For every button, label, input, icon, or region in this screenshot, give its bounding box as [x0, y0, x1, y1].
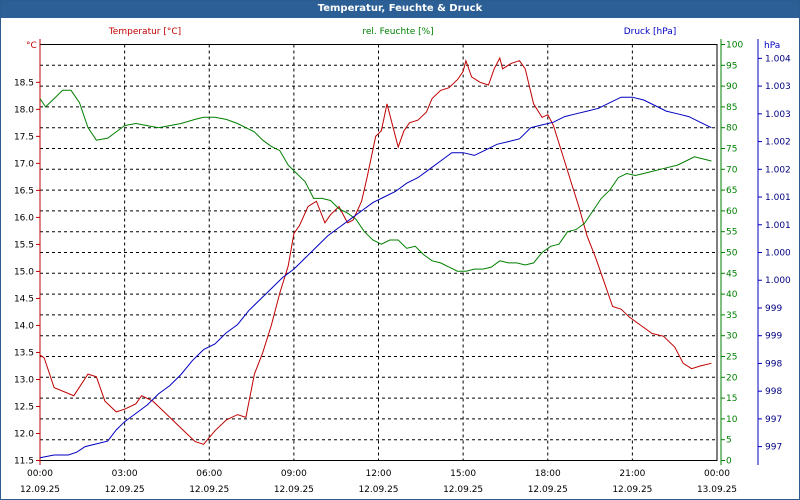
pressure-tick-label: 1.002	[765, 165, 791, 175]
pressure-tick-label: 1.002	[765, 138, 791, 148]
x-tick-date: 12.09.25	[20, 485, 60, 495]
pressure-tick-label: 997	[765, 415, 782, 425]
pressure-tick-label: 1.001	[765, 221, 791, 231]
humidity-tick-label: 35	[726, 311, 737, 321]
temperature-tick-label: 13.0	[14, 375, 34, 385]
pressure-tick-label: 1.000	[765, 249, 791, 259]
humidity-tick-label: 30	[726, 332, 738, 342]
humidity-tick-label: 90	[726, 82, 738, 92]
humidity-tick-label: 50	[726, 249, 738, 259]
humidity-tick-label: 40	[726, 290, 738, 300]
temperature-tick-label: 14.0	[14, 321, 34, 331]
humidity-tick-label: 0	[726, 457, 732, 467]
x-tick-time: 00:00	[27, 469, 53, 479]
title-bar: Temperatur, Feuchte & Druck	[1, 1, 799, 18]
pressure-series-line	[39, 96, 712, 459]
humidity-tick-label: 75	[726, 145, 737, 155]
temperature-series-line	[39, 56, 712, 445]
temperature-tick-label: 16.5	[14, 186, 34, 196]
x-tick-date: 12.09.25	[274, 485, 314, 495]
temperature-tick-label: 17.5	[14, 132, 34, 142]
x-tick-date: 13.09.25	[697, 485, 737, 495]
temperature-tick-label: 15.5	[14, 240, 34, 250]
humidity-series-line	[39, 89, 712, 272]
humidity-tick-label: 80	[726, 124, 738, 134]
humidity-tick-label: 45	[726, 269, 737, 279]
pressure-unit: hPa	[764, 41, 780, 51]
humidity-tick-label: 25	[726, 353, 737, 363]
temperature-tick-label: 18.5	[14, 78, 34, 88]
x-tick-time: 21:00	[619, 469, 645, 479]
humidity-tick-label: 5	[726, 436, 732, 446]
humidity-tick-label: 95	[726, 61, 737, 71]
x-tick-date: 12.09.25	[189, 485, 229, 495]
humidity-tick-label: 100	[726, 41, 743, 51]
x-tick-time: 09:00	[281, 469, 307, 479]
humidity-tick-label: 55	[726, 228, 737, 238]
temperature-tick-label: 14.5	[14, 294, 34, 304]
x-tick-date: 12.09.25	[612, 485, 652, 495]
data-series	[39, 56, 712, 459]
humidity-tick-label: 10	[726, 415, 738, 425]
humidity-tick-label: 60	[726, 207, 738, 217]
x-tick-date: 12.09.25	[105, 485, 145, 495]
humidity-tick-label: 15	[726, 394, 737, 404]
pressure-tick-label: 997	[765, 443, 782, 453]
temperature-tick-label: 12.0	[14, 429, 34, 439]
grid	[40, 44, 717, 461]
axis-ticks: 00:00 12.09.25 03:00 12.09.25 06:00 12.09.25 0…	[14, 41, 791, 496]
humidity-axis-label: rel. Feuchte [%]	[362, 27, 433, 37]
x-tick-time: 18:00	[535, 469, 561, 479]
pressure-tick-label: 1.003	[765, 82, 791, 92]
chart-title: Temperatur, Feuchte & Druck	[317, 3, 483, 14]
temperature-axis-label: Temperatur [°C]	[108, 27, 181, 37]
pressure-tick-label: 998	[765, 387, 782, 397]
humidity-tick-label: 70	[726, 165, 738, 175]
temperature-tick-label: 12.5	[14, 402, 34, 412]
x-tick-time: 00:00	[704, 469, 730, 479]
temperature-tick-label: 13.5	[14, 348, 34, 358]
pressure-tick-label: 999	[765, 304, 782, 314]
temperature-tick-label: 17.0	[14, 159, 34, 169]
x-tick-time: 12:00	[366, 469, 392, 479]
pressure-axis-label: Druck [hPa]	[624, 27, 677, 37]
pressure-tick-label: 999	[765, 332, 782, 342]
humidity-tick-label: 65	[726, 186, 737, 196]
x-tick-date: 12.09.25	[358, 485, 398, 495]
temperature-tick-label: 15.0	[14, 267, 34, 277]
pressure-tick-label: 1.000	[765, 276, 791, 286]
humidity-tick-label: 85	[726, 103, 737, 113]
pressure-tick-label: 1.001	[765, 193, 791, 203]
temperature-tick-label: 11.5	[14, 457, 34, 467]
x-tick-date: 12.09.25	[528, 485, 568, 495]
temperature-tick-label: 18.0	[14, 105, 34, 115]
x-tick-date: 12.09.25	[443, 485, 483, 495]
x-tick-time: 06:00	[196, 469, 222, 479]
x-tick-time: 03:00	[112, 469, 138, 479]
temperature-tick-label: 16.0	[14, 213, 34, 223]
pressure-tick-label: 998	[765, 359, 782, 369]
x-tick-time: 15:00	[450, 469, 476, 479]
pressure-tick-label: 1.003	[765, 110, 791, 120]
humidity-tick-label: 20	[726, 373, 738, 383]
temperature-unit: °C	[26, 41, 37, 51]
pressure-tick-label: 1.004	[765, 54, 791, 64]
